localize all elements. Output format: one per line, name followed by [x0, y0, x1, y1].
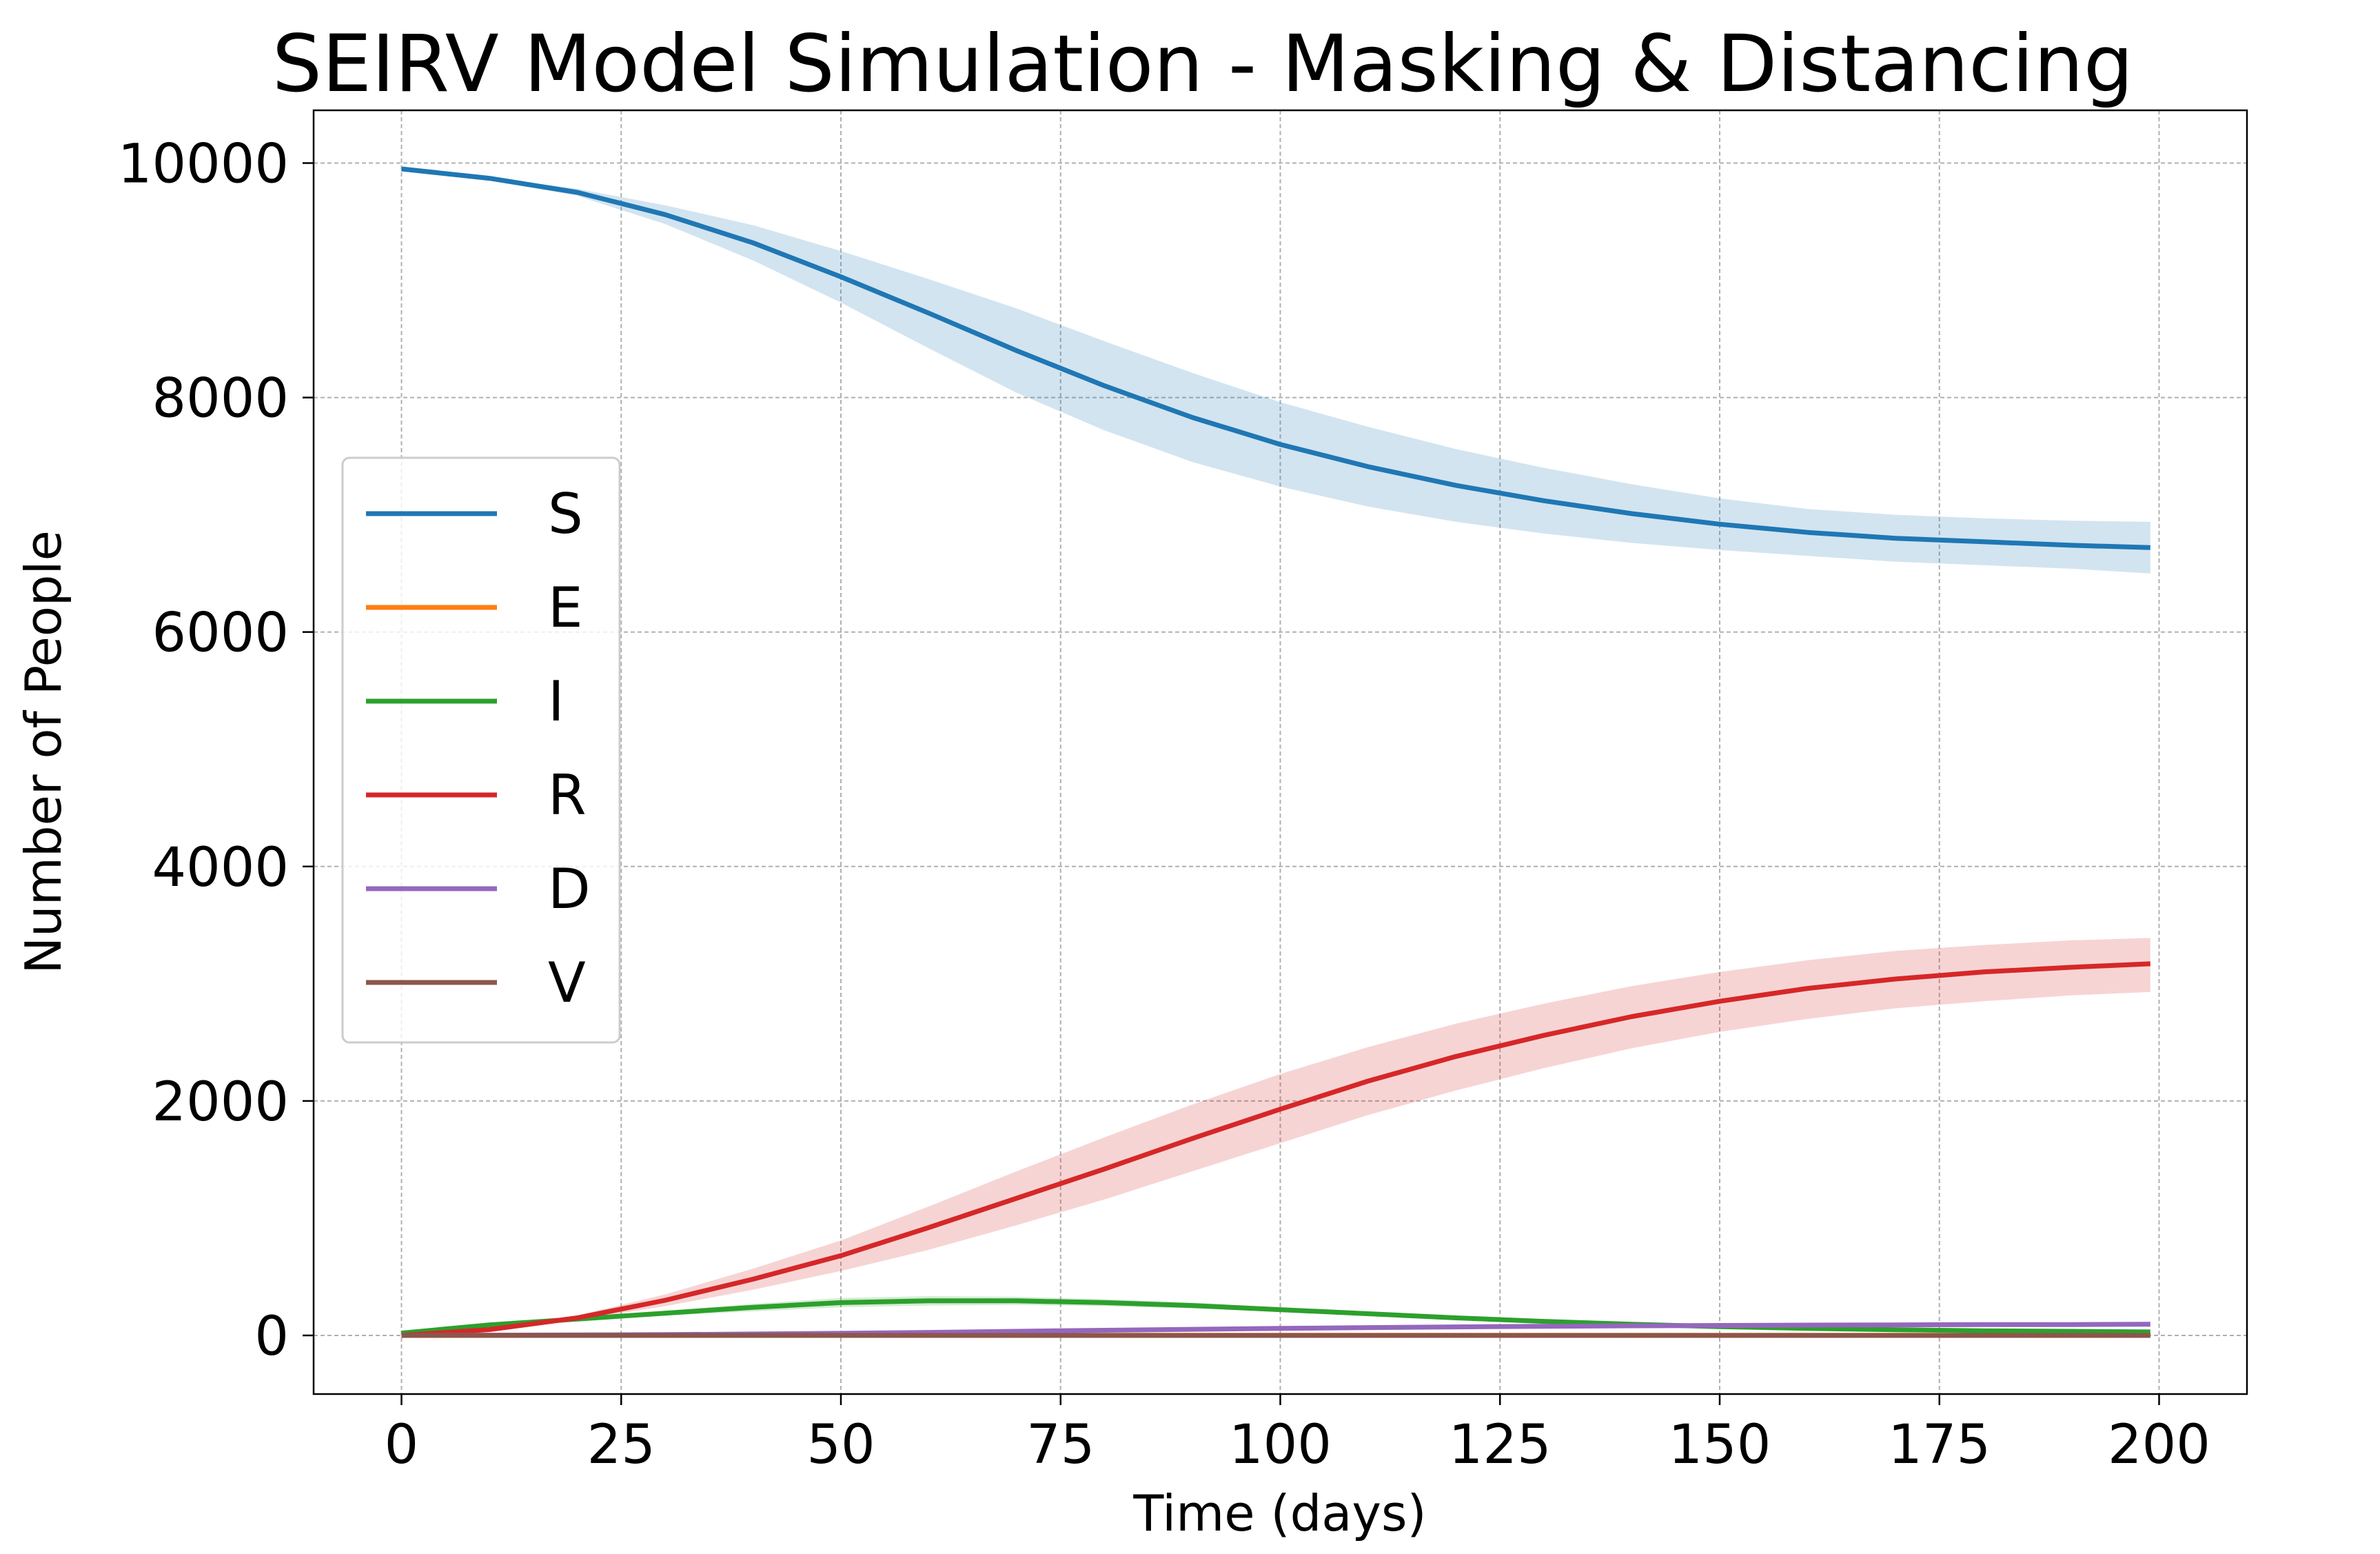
series-line-s	[401, 166, 2150, 550]
confidence-bands	[401, 169, 2150, 1335]
y-axis-label: Number of People	[14, 530, 72, 974]
chart-title: SEIRV Model Simulation - Masking & Dista…	[272, 18, 2134, 110]
x-tick-label: 200	[2108, 1414, 2210, 1476]
x-tick-label: 0	[385, 1414, 419, 1476]
series-lines	[401, 166, 2150, 1338]
y-tick-label: 6000	[152, 603, 289, 665]
legend-label-s: S	[548, 482, 583, 546]
band-r	[401, 938, 2150, 1335]
x-tick-label: 100	[1229, 1414, 1332, 1476]
legend-frame	[341, 456, 621, 1044]
x-tick-label: 75	[1026, 1414, 1095, 1476]
series-line-r	[401, 961, 2150, 1338]
band-i	[401, 1296, 2150, 1333]
legend-label-v: V	[548, 951, 586, 1015]
x-axis-ticks: 0 25 50 75 100 125 150 175 200	[385, 1394, 2210, 1476]
series-line-i	[401, 1298, 2150, 1336]
y-tick-label: 8000	[152, 368, 289, 430]
y-tick-label: 2000	[152, 1071, 289, 1133]
y-axis-ticks: 0 2000 4000 6000 8000 10000	[118, 134, 314, 1368]
x-tick-label: 150	[1669, 1414, 1771, 1476]
x-tick-label: 175	[1888, 1414, 1991, 1476]
y-tick-label: 4000	[152, 837, 289, 899]
x-tick-label: 25	[587, 1414, 655, 1476]
legend-label-r: R	[548, 763, 587, 827]
legend-label-e: E	[548, 576, 583, 640]
x-tick-label: 50	[806, 1414, 875, 1476]
y-tick-label: 10000	[118, 134, 289, 196]
legend-label-i: I	[548, 669, 565, 734]
x-tick-label: 125	[1449, 1414, 1552, 1476]
y-tick-label: 0	[254, 1306, 289, 1368]
legend-label-d: D	[548, 857, 591, 921]
x-axis-label: Time (days)	[1132, 1484, 1426, 1542]
band-s	[401, 169, 2150, 574]
